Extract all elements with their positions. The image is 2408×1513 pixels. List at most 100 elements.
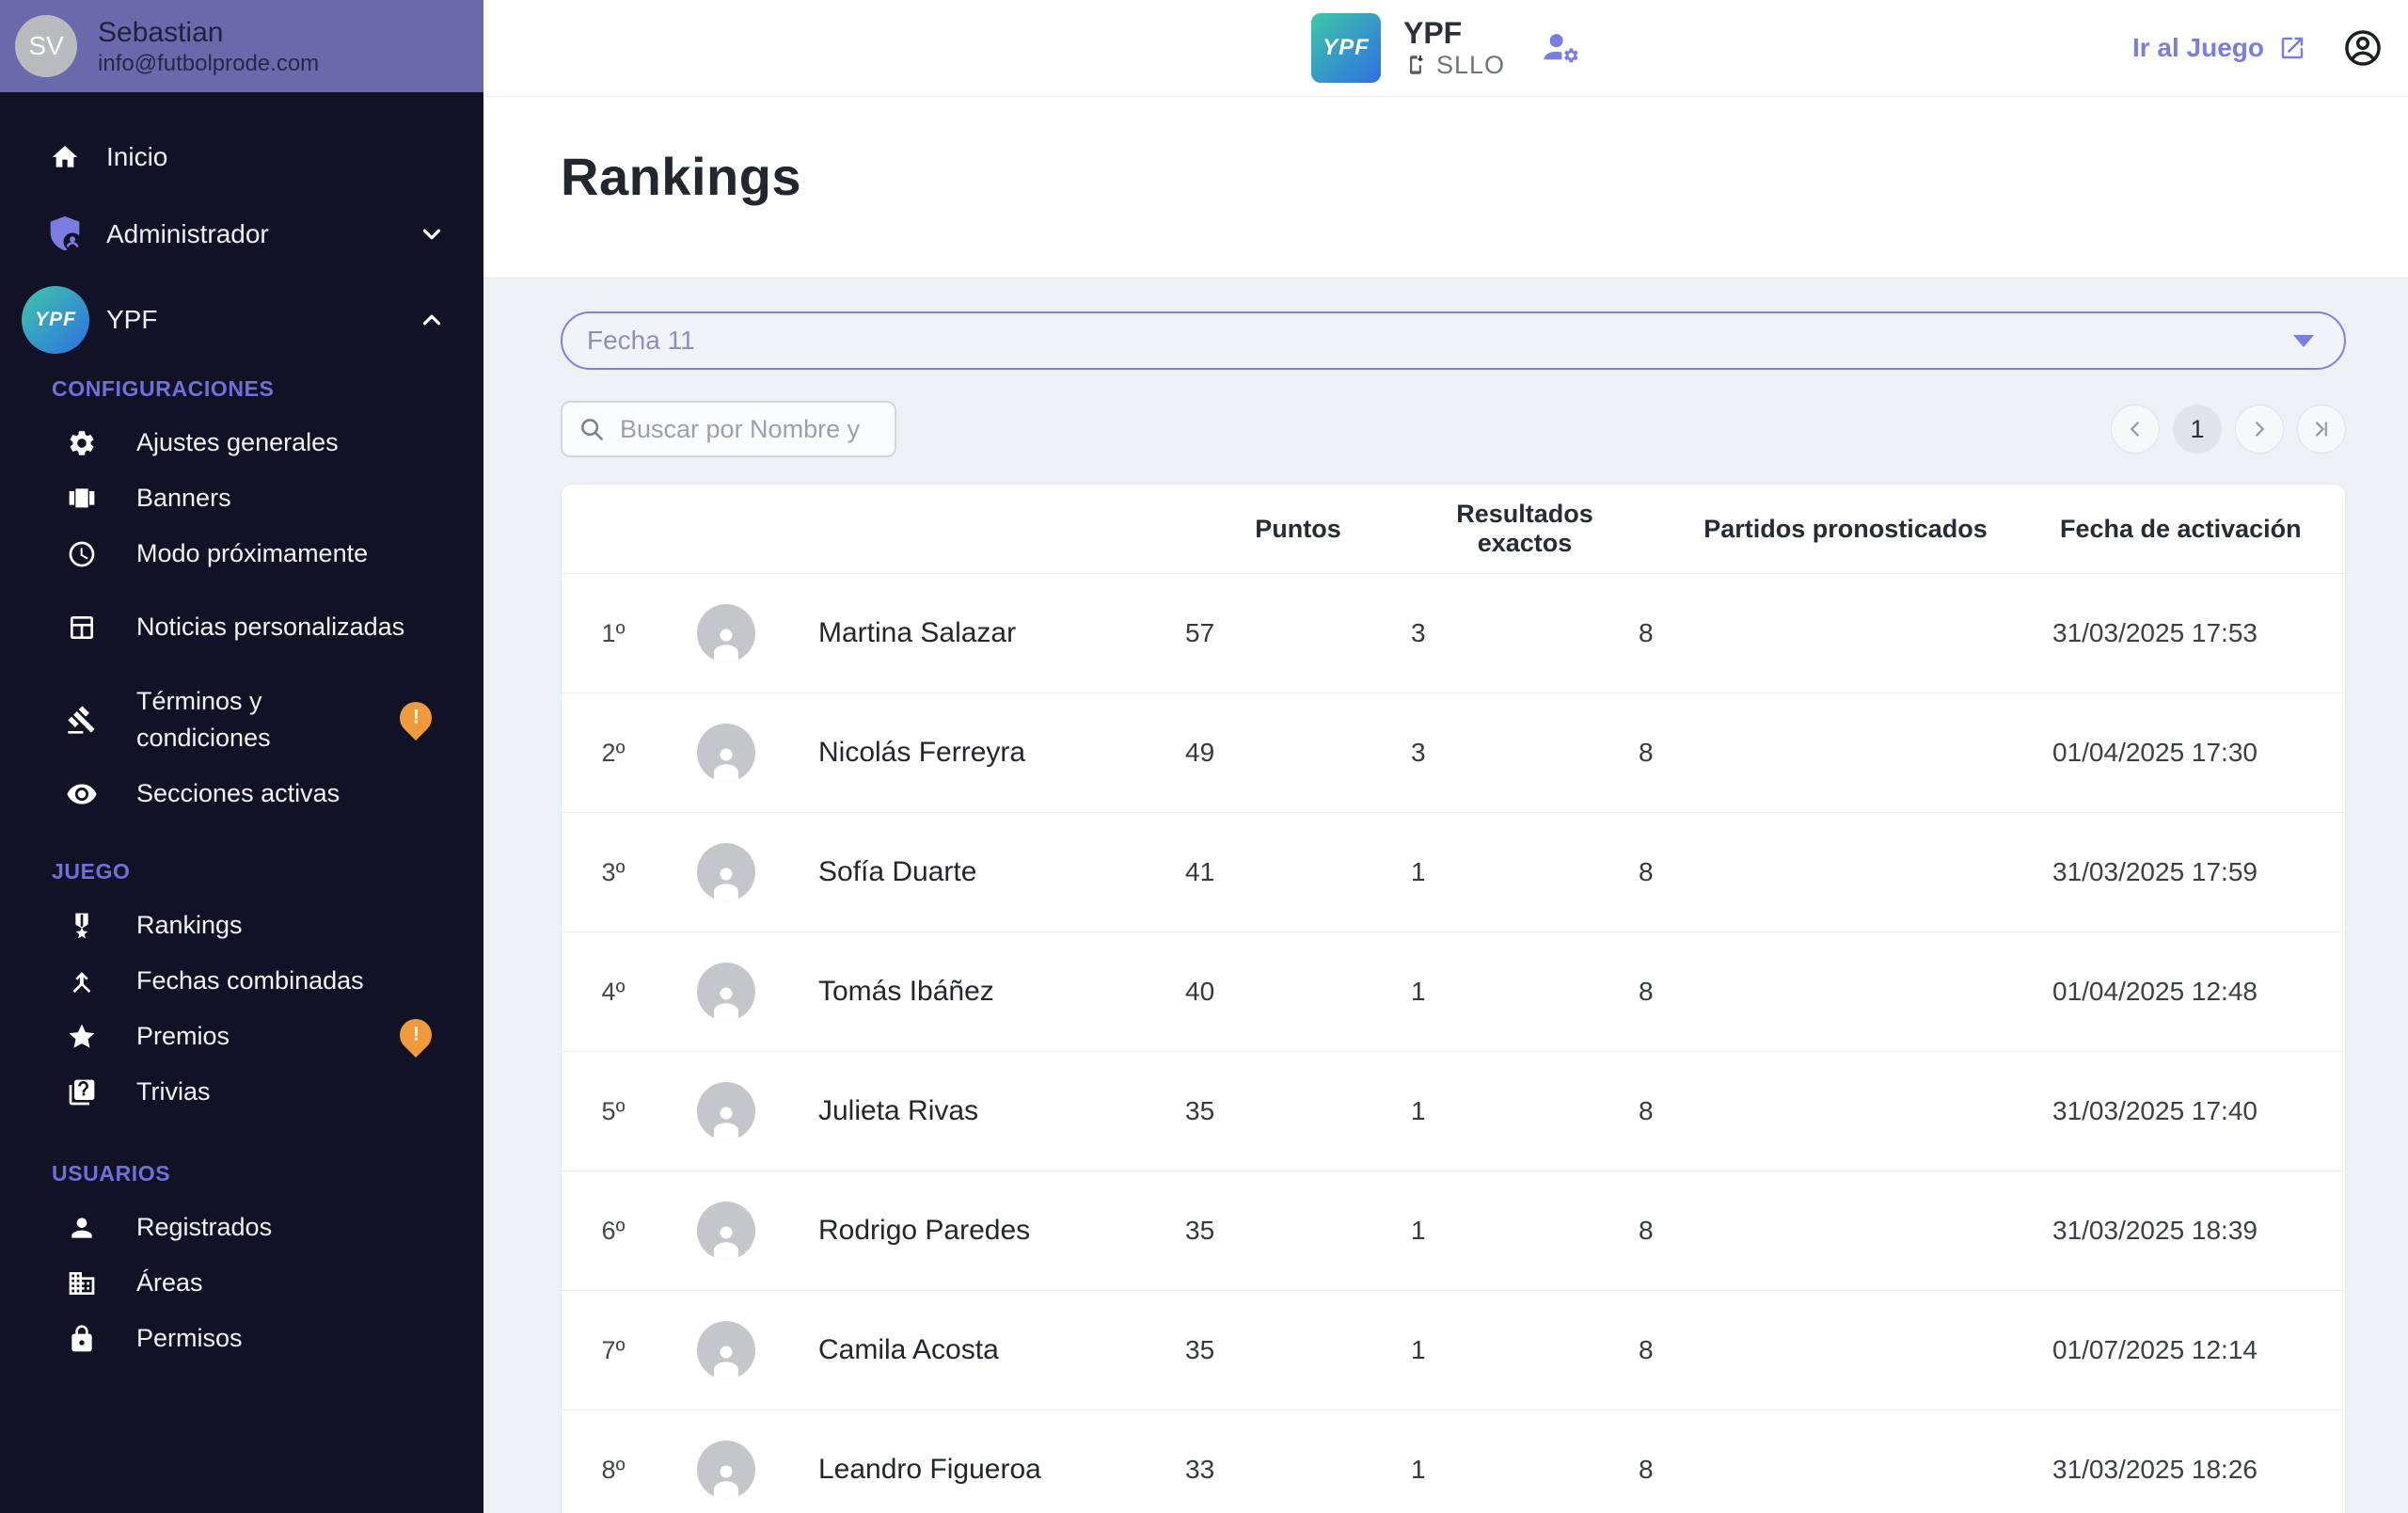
sidebar-item-label: Inicio — [106, 142, 168, 171]
last-page-button[interactable] — [2297, 405, 2346, 454]
column-header-resultados-exactos: Resultados exactos — [1456, 500, 1593, 557]
resultados-exactos-cell: 1 — [1411, 1455, 1426, 1484]
ypf-logo: YPF — [1310, 13, 1381, 83]
sidebar-item-label: Noticias personalizadas — [136, 613, 405, 642]
sidebar-item-ypf[interactable]: YPF YPF — [0, 280, 483, 359]
resultados-exactos-cell: 1 — [1411, 977, 1426, 1006]
table-row[interactable]: 5º Julieta Rivas 35 1 8 31/03/2025 17:40 — [562, 1052, 2345, 1171]
chevron-left-icon — [2123, 417, 2147, 441]
table-row[interactable]: 1º Martina Salazar 57 3 8 31/03/2025 17:53 — [562, 574, 2345, 693]
sidebar-item-label: Rankings — [136, 910, 243, 939]
column-header-fecha-de-activacion: Fecha de activación — [2060, 514, 2302, 543]
section-title-juego: JUEGO — [52, 859, 131, 884]
table-row[interactable]: 8º Leandro Figueroa 33 1 8 31/03/2025 18:26 — [562, 1410, 2345, 1513]
sidebar-item-permisos[interactable]: Permisos — [0, 1311, 483, 1366]
warning-badge-text: ! — [412, 1023, 420, 1045]
go-to-game-link[interactable]: Ir al Juego — [2132, 33, 2306, 63]
rank-cell: 8º — [601, 1455, 626, 1484]
partidos-pronosticados-cell: 8 — [1639, 1335, 1654, 1364]
puntos-cell: 49 — [1185, 738, 1215, 767]
ypf-avatar: YPF — [22, 286, 89, 354]
player-name: Camila Acosta — [818, 1334, 999, 1365]
user-info: Sebastian info@futbolprode.com — [98, 15, 319, 77]
user-avatar — [697, 1321, 755, 1379]
sidebar-item-rankings[interactable]: Rankings — [0, 898, 483, 953]
sidebar-item-inicio[interactable]: Inicio — [0, 126, 483, 188]
chevron-down-icon — [2293, 335, 2314, 347]
account-circle-icon[interactable] — [2342, 27, 2384, 69]
table-body: 1º Martina Salazar 57 3 8 31/03/2025 17:53 2º N… — [562, 574, 2345, 1513]
sidebar-item-label: Trivias — [136, 1076, 211, 1106]
chevron-down-icon[interactable] — [418, 220, 446, 248]
user-avatar: SV — [15, 15, 77, 77]
sidebar-item-noticias-personalizadas[interactable]: Noticias personalizadas — [0, 581, 483, 674]
sidebar-item-terminos-y-condiciones[interactable]: Términos y condiciones! — [0, 674, 483, 766]
date-select[interactable]: Fecha 11 — [561, 311, 2346, 370]
player-name: Martina Salazar — [818, 617, 1017, 648]
partidos-pronosticados-cell: 8 — [1639, 1096, 1654, 1125]
player-name: Leandro Figueroa — [818, 1454, 1041, 1485]
content-area: Fecha 11 1 Puntos Resultados exactos Parti… — [483, 278, 2408, 1513]
player-name: Nicolás Ferreyra — [818, 737, 1026, 768]
sidebar-item-label: Términos y condiciones — [136, 686, 271, 752]
sidebar-item-trivias[interactable]: Trivias — [0, 1064, 483, 1120]
rank-cell: 3º — [601, 857, 626, 886]
avatar-cell — [665, 963, 787, 1021]
sidebar-item-modo-proximamente[interactable]: Modo próximamente — [0, 526, 483, 581]
table-row[interactable]: 3º Sofía Duarte 41 1 8 31/03/2025 17:59 — [562, 813, 2345, 932]
search-input[interactable] — [618, 413, 879, 445]
table-row[interactable]: 7º Camila Acosta 35 1 8 01/07/2025 12:14 — [562, 1291, 2345, 1410]
user-avatar — [697, 1082, 755, 1140]
sidebar-item-banners[interactable]: Banners — [0, 470, 483, 526]
sidebar-item-ajustes-generales[interactable]: Ajustes generales — [0, 415, 483, 470]
page-1-button[interactable]: 1 — [2173, 405, 2222, 454]
next-page-button[interactable] — [2235, 405, 2284, 454]
sidebar-item-areas[interactable]: Áreas — [0, 1255, 483, 1311]
sidebar-item-registrados[interactable]: Registrados — [0, 1200, 483, 1255]
merge-icon — [66, 966, 98, 996]
user-avatar — [697, 1202, 755, 1260]
partidos-pronosticados-cell: 8 — [1639, 738, 1654, 767]
sidebar-user-block[interactable]: SV Sebastian info@futbolprode.com — [0, 0, 483, 92]
sidebar-section-juego: JUEGO Rankings Fechas combinadas Premios! Tr… — [0, 859, 483, 1120]
sidebar-item-secciones-activas[interactable]: Secciones activas — [0, 766, 483, 821]
puntos-cell: 41 — [1185, 857, 1215, 886]
fecha-activacion-cell: 31/03/2025 17:53 — [2052, 618, 2258, 647]
rankings-table-card: Puntos Resultados exactos Partidos pronost… — [561, 484, 2346, 1513]
news-icon — [66, 613, 98, 643]
prev-page-button[interactable] — [2111, 405, 2160, 454]
user-avatar — [697, 604, 755, 662]
sidebar-item-label: Registrados — [136, 1212, 273, 1241]
clock-icon — [66, 539, 98, 569]
install-mobile-icon — [1403, 53, 1428, 77]
sidebar-item-premios[interactable]: Premios! — [0, 1009, 483, 1064]
fecha-activacion-cell: 01/04/2025 12:48 — [2052, 977, 2258, 1006]
topbar: YPF YPF SLLO Ir al Juego — [483, 0, 2408, 97]
user-avatar — [697, 843, 755, 901]
sidebar-item-administrador[interactable]: Administrador — [0, 203, 483, 265]
table-row[interactable]: 6º Rodrigo Paredes 35 1 8 31/03/2025 18:39 — [562, 1171, 2345, 1291]
sidebar-item-fechas-combinadas[interactable]: Fechas combinadas — [0, 953, 483, 1009]
quiz-icon — [66, 1077, 98, 1107]
title-section: Rankings — [483, 97, 2408, 278]
user-name: Sebastian — [98, 17, 224, 49]
home-icon — [43, 142, 87, 172]
sidebar-item-label: Permisos — [136, 1323, 243, 1352]
table-row[interactable]: 4º Tomás Ibáñez 40 1 8 01/04/2025 12:48 — [562, 932, 2345, 1052]
sidebar-item-label: Administrador — [106, 219, 269, 248]
settings-gear-icon — [66, 428, 98, 458]
avatar-cell — [665, 1082, 787, 1140]
controls-row: 1 — [561, 401, 2346, 457]
rank-cell: 1º — [601, 618, 626, 647]
sidebar-item-label: Banners — [136, 483, 231, 512]
section-title-configuraciones: CONFIGURACIONES — [52, 376, 275, 401]
avatar-cell — [665, 1321, 787, 1379]
manage-accounts-icon[interactable] — [1541, 28, 1580, 68]
last-page-icon — [2309, 417, 2334, 441]
puntos-cell: 57 — [1185, 618, 1215, 647]
user-email: info@futbolprode.com — [98, 50, 320, 76]
avatar-cell — [665, 1441, 787, 1499]
page-number: 1 — [2190, 414, 2205, 443]
chevron-up-icon[interactable] — [418, 306, 446, 334]
table-row[interactable]: 2º Nicolás Ferreyra 49 3 8 01/04/2025 17:30 — [562, 693, 2345, 813]
